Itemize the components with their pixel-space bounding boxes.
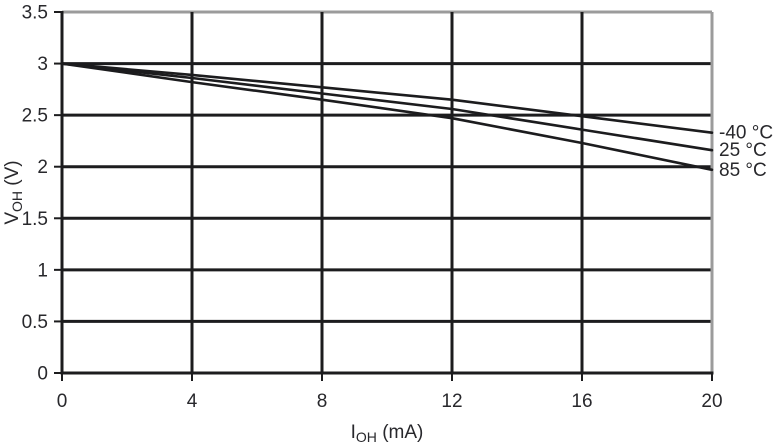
y-tick-label: 0 [37,364,48,385]
curve-label-40-c: -40 °C [719,123,773,144]
y-axis-title: VOH (V) [2,160,25,224]
curve-85-c [60,62,714,172]
x-tick-label: 12 [441,391,462,412]
y-tick-label: 3 [37,54,48,75]
x-tick-label: 4 [187,391,198,412]
x-axis-title: IOH (mA) [351,422,424,445]
curve-25-c [60,62,714,152]
y-tick-label: 0.5 [22,312,48,333]
curve-label-85-c: 85 °C [719,160,767,181]
y-tick-label: 2 [37,157,48,178]
y-tick-label: 1 [37,260,48,281]
x-tick-label: 0 [57,391,68,412]
x-tick-label: 8 [317,391,328,412]
y-tick-label: 3.5 [22,3,48,24]
x-tick-label: 16 [571,391,592,412]
curve-label-25-c: 25 °C [719,140,767,161]
x-tick-label: 20 [701,391,722,412]
y-tick-label: 1.5 [22,209,48,230]
curve-40-c [60,62,714,134]
y-tick-label: 2.5 [22,106,48,127]
